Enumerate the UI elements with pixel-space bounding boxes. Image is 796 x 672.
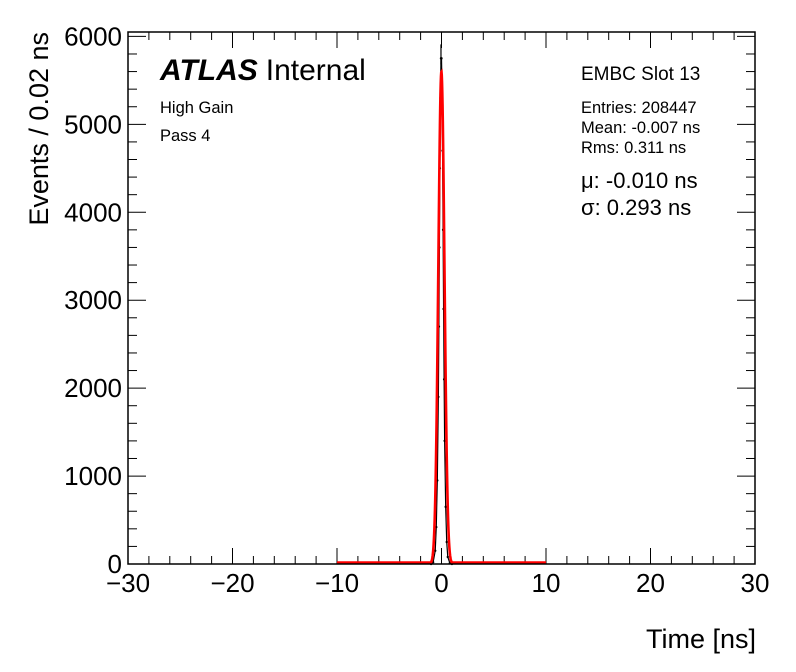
fit-mu-label: μ: -0.010 ns — [581, 168, 698, 193]
x-axis-title: Time [ns] — [646, 624, 756, 654]
x-tick-label: −10 — [315, 568, 359, 598]
y-tick-label: 5000 — [64, 109, 122, 139]
x-tick-label: 20 — [636, 568, 665, 598]
y-tick-labels: 0 1000 2000 3000 4000 5000 6000 — [64, 21, 122, 579]
y-tick-label: 4000 — [64, 197, 122, 227]
atlas-label: ATLAS Internal — [159, 54, 366, 87]
data-point — [434, 549, 437, 553]
x-tick-labels: −30 −20 −10 0 10 20 30 — [106, 568, 770, 598]
data-point — [444, 505, 447, 509]
gaussian-fit-curve — [337, 68, 546, 564]
plot-frame — [127, 31, 756, 565]
mean-label: Mean: -0.007 ns — [581, 119, 700, 137]
data-point — [445, 540, 448, 544]
y-tick-label: 3000 — [64, 285, 122, 315]
atlas-label-suffix: Internal — [266, 54, 366, 87]
gain-label: High Gain — [160, 99, 233, 117]
y-axis-title: Events / 0.02 ns — [24, 32, 54, 226]
data-point — [440, 57, 443, 60]
pass-label: Pass 4 — [160, 127, 210, 145]
rms-label: Rms: 0.311 ns — [581, 139, 686, 157]
x-tick-label: −30 — [106, 568, 150, 598]
data-layer — [337, 44, 546, 566]
x-tick-label: 10 — [532, 568, 561, 598]
data-point — [446, 555, 449, 559]
atlas-label-bold: ATLAS — [159, 54, 258, 87]
x-tick-label: 30 — [741, 568, 770, 598]
x-tick-label: −20 — [210, 568, 254, 598]
y-tick-label: 2000 — [64, 373, 122, 403]
fit-sigma-label: σ: 0.293 ns — [581, 195, 691, 220]
entries-label: Entries: 208447 — [581, 99, 697, 117]
y-tick-label: 0 — [108, 549, 122, 579]
slot-label: EMBC Slot 13 — [581, 64, 700, 85]
y-tick-label: 6000 — [64, 21, 122, 51]
y-tick-label: 1000 — [64, 461, 122, 491]
x-tick-label: 0 — [434, 568, 448, 598]
